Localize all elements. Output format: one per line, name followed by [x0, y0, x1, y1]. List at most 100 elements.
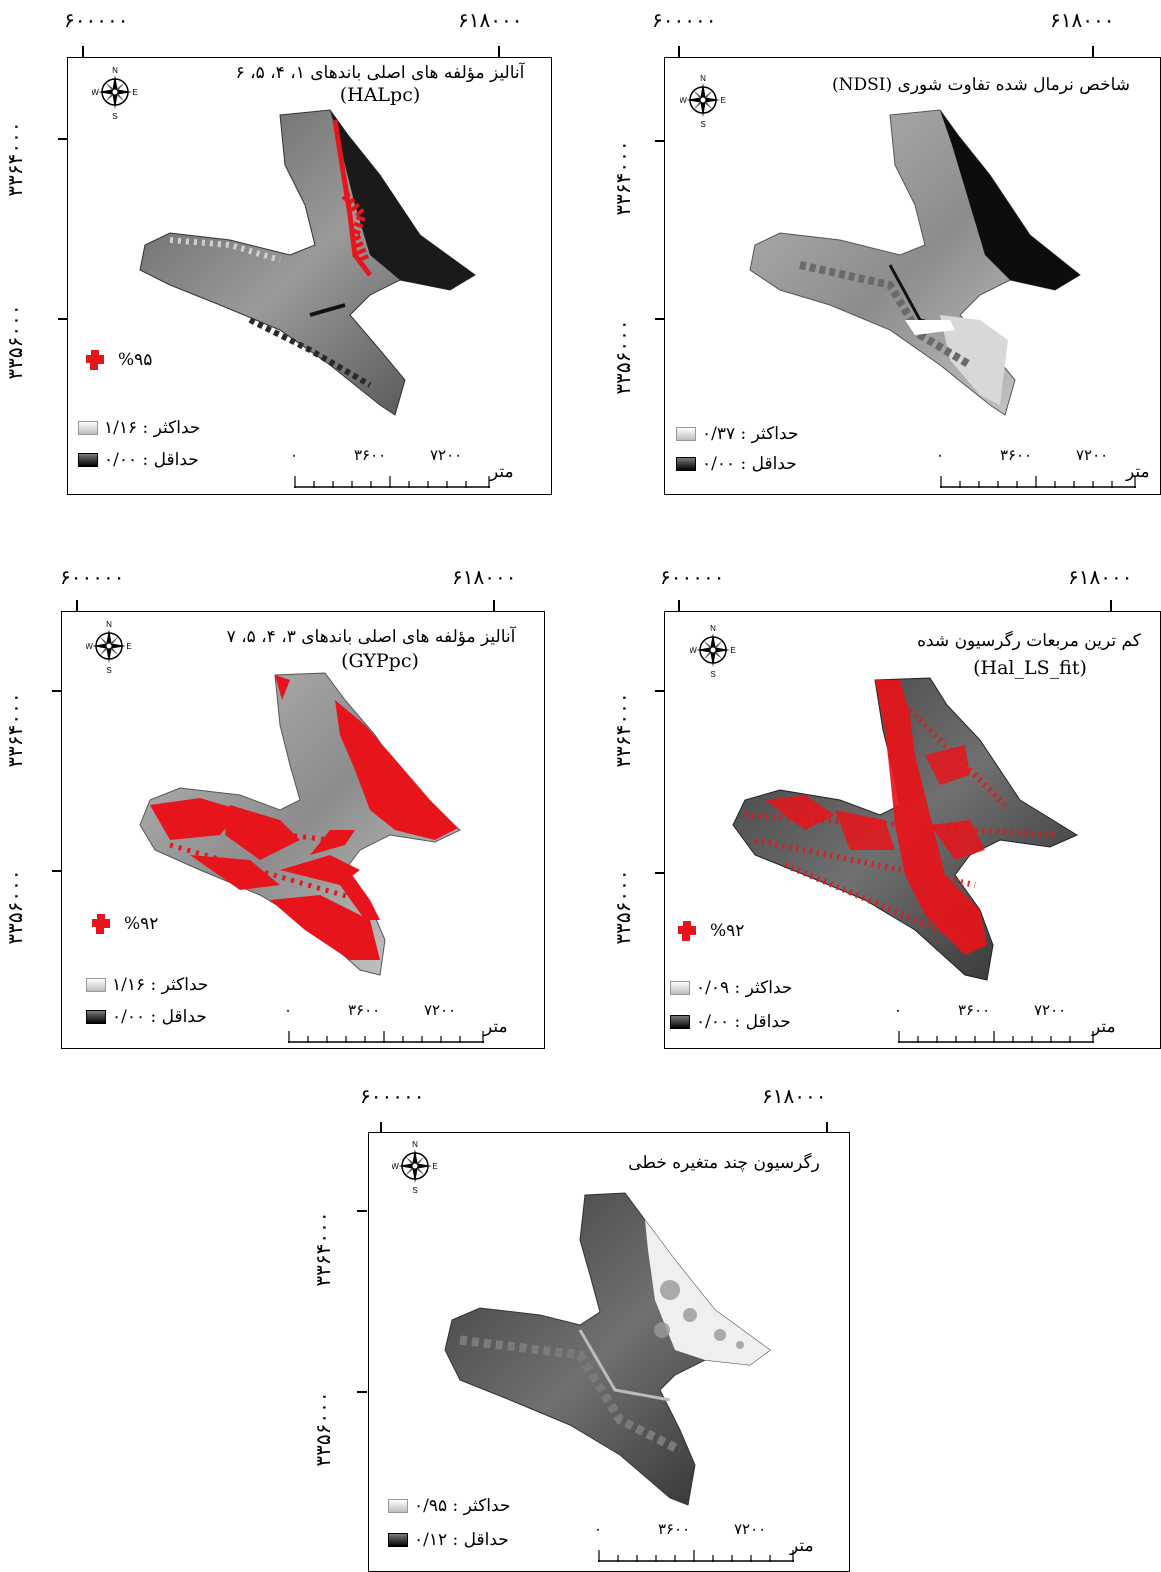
y-label-bottom: ۳۳۵۶۰۰۰ — [3, 304, 27, 380]
scale-zero: ۰ — [894, 1001, 903, 1019]
svg-text:S: S — [412, 1186, 417, 1194]
map-title: آنالیز مؤلفه های اصلی باندهای ۱، ۴، ۵، ۶ — [235, 63, 525, 83]
x-label-right: ۶۱۸۰۰۰ — [1068, 565, 1133, 589]
legend-max-label: حداکثر : ۰/۳۷ — [702, 424, 799, 444]
legend-max-row: حداکثر : ۰/۳۷ — [676, 424, 798, 444]
legend-min-row: حداقل : ۰/۱۲ — [388, 1530, 509, 1550]
svg-text:S: S — [700, 120, 705, 128]
legend-min-swatch — [670, 1015, 690, 1029]
map-title: رگرسیون چند متغیره خطی — [628, 1153, 820, 1173]
x-label-left: ۶۰۰۰۰۰ — [360, 1084, 425, 1108]
y-label-bottom: ۳۳۵۶۰۰۰ — [611, 869, 635, 945]
compass-rose-icon: N S W E — [680, 74, 726, 128]
study-area-terrain — [444, 1192, 771, 1506]
x-label-left: ۶۰۰۰۰۰ — [60, 565, 125, 589]
hotspot-legend: %۹۲ — [92, 914, 158, 934]
legend-max-row: حداکثر : ۱/۱۶ — [78, 418, 200, 438]
svg-text:W: W — [86, 642, 93, 651]
scale-unit: متر — [484, 1017, 508, 1037]
scale-bar: ۰ ۳۶۰۰ ۷۲۰۰ متر — [894, 1001, 1124, 1043]
scale-unit: متر — [1092, 1017, 1116, 1037]
svg-text:N: N — [106, 620, 112, 629]
svg-text:E: E — [126, 642, 131, 651]
scale-mid: ۳۶۰۰ — [354, 446, 387, 464]
scale-mid: ۳۶۰۰ — [348, 1001, 381, 1019]
legend-min-row: حداقل : ۰/۰۰ — [670, 1012, 791, 1032]
svg-text:W: W — [690, 646, 697, 655]
compass-rose-icon: N S W E — [92, 66, 138, 120]
compass-s: S — [112, 112, 117, 120]
scale-mid: ۳۶۰۰ — [1000, 446, 1033, 464]
x-label-left: ۶۰۰۰۰۰ — [652, 8, 717, 32]
legend-max-row: حداکثر : ۰/۰۹ — [670, 978, 792, 998]
hotspot-legend: %۹۵ — [86, 350, 152, 370]
scale-end: ۷۲۰۰ — [430, 446, 463, 464]
map-title: آنالیز مؤلفه های اصلی باندهای ۳، ۴، ۵، ۷ — [226, 627, 516, 647]
compass-rose-icon: N S W E — [392, 1140, 438, 1194]
compass-e: E — [132, 88, 137, 97]
legend-min-swatch — [86, 1010, 106, 1024]
legend-min-row: حداقل : ۰/۰۰ — [676, 454, 797, 474]
svg-text:N: N — [710, 624, 716, 633]
hotspot-legend: %۹۲ — [678, 921, 744, 941]
legend-max-swatch — [676, 427, 696, 441]
legend-min-label: حداقل : ۰/۰۰ — [104, 450, 199, 470]
legend-max-swatch — [388, 1499, 408, 1513]
legend-min-swatch — [78, 453, 98, 467]
legend-max-row: حداکثر : ۱/۱۶ — [86, 975, 208, 995]
svg-text:E: E — [730, 646, 735, 655]
svg-text:W: W — [392, 1162, 399, 1171]
x-label-right: ۶۱۸۰۰۰ — [762, 1084, 827, 1108]
x-label-right: ۶۱۸۰۰۰ — [452, 565, 517, 589]
legend-min-row: حداقل : ۰/۰۰ — [86, 1007, 207, 1027]
scale-end: ۷۲۰۰ — [424, 1001, 457, 1019]
svg-text:N: N — [700, 74, 706, 83]
map-subtitle: (Hal_LS_fit) — [973, 657, 1087, 679]
scale-zero: ۰ — [290, 446, 299, 464]
hotspot-swatch-icon — [92, 914, 110, 934]
legend-max-label: حداکثر : ۱/۱۶ — [104, 418, 201, 438]
legend-max-swatch — [670, 981, 690, 995]
x-label-right: ۶۱۸۰۰۰ — [458, 8, 523, 32]
x-label-left: ۶۰۰۰۰۰ — [660, 565, 725, 589]
compass-rose-icon: N S W E — [86, 620, 132, 674]
scale-bar: ۰ ۳۶۰۰ ۷۲۰۰ متر — [594, 1520, 824, 1562]
map-title: شاخص نرمال شده تفاوت شوری (NDSI) — [831, 75, 1130, 95]
legend-max-swatch — [78, 421, 98, 435]
scale-end: ۷۲۰۰ — [734, 1520, 767, 1538]
hotspot-label: %۹۲ — [124, 914, 159, 934]
y-label-bottom: ۳۳۵۶۰۰۰ — [611, 319, 635, 395]
svg-text:N: N — [412, 1140, 418, 1149]
scale-end: ۷۲۰۰ — [1076, 446, 1109, 464]
legend-min-label: حداقل : ۰/۰۰ — [112, 1007, 207, 1027]
y-label-top: ۳۳۶۴۰۰۰ — [611, 140, 635, 216]
map-title: کم ترین مربعات رگرسیون شده — [917, 631, 1141, 651]
scale-zero: ۰ — [936, 446, 945, 464]
legend-min-swatch — [388, 1533, 408, 1547]
y-label-top: ۳۳۶۴۰۰۰ — [3, 121, 27, 197]
scale-unit: متر — [790, 1536, 814, 1556]
scale-end: ۷۲۰۰ — [1034, 1001, 1067, 1019]
x-label-right: ۶۱۸۰۰۰ — [1050, 8, 1115, 32]
hotspot-label: %۹۵ — [118, 350, 153, 370]
study-area-terrain — [732, 677, 1079, 981]
scale-zero: ۰ — [594, 1520, 603, 1538]
x-label-left: ۶۰۰۰۰۰ — [64, 8, 129, 32]
study-area-terrain — [139, 672, 461, 976]
y-label-bottom: ۳۳۵۶۰۰۰ — [3, 869, 27, 945]
scale-mid: ۳۶۰۰ — [658, 1520, 691, 1538]
hotspot-swatch-icon — [678, 921, 696, 941]
scale-bar: ۰ ۳۶۰۰ ۷۲۰۰ متر — [284, 1001, 514, 1043]
legend-max-row: حداکثر : ۰/۹۵ — [388, 1496, 510, 1516]
scale-zero: ۰ — [284, 1001, 293, 1019]
scale-bar: ۰ ۳۶۰۰ ۷۲۰۰ متر — [290, 446, 520, 488]
legend-min-row: حداقل : ۰/۰۰ — [78, 450, 199, 470]
compass-rose-icon: N S W E — [690, 624, 736, 678]
y-label-top: ۳۳۶۴۰۰۰ — [311, 1211, 335, 1287]
legend-min-label: حداقل : ۰/۰۰ — [702, 454, 797, 474]
compass-w: W — [92, 88, 99, 97]
y-label-top: ۳۳۶۴۰۰۰ — [611, 692, 635, 768]
hotspot-swatch-icon — [86, 350, 104, 370]
scale-bar: ۰ ۳۶۰۰ ۷۲۰۰ متر — [936, 446, 1161, 488]
svg-text:S: S — [106, 666, 111, 674]
